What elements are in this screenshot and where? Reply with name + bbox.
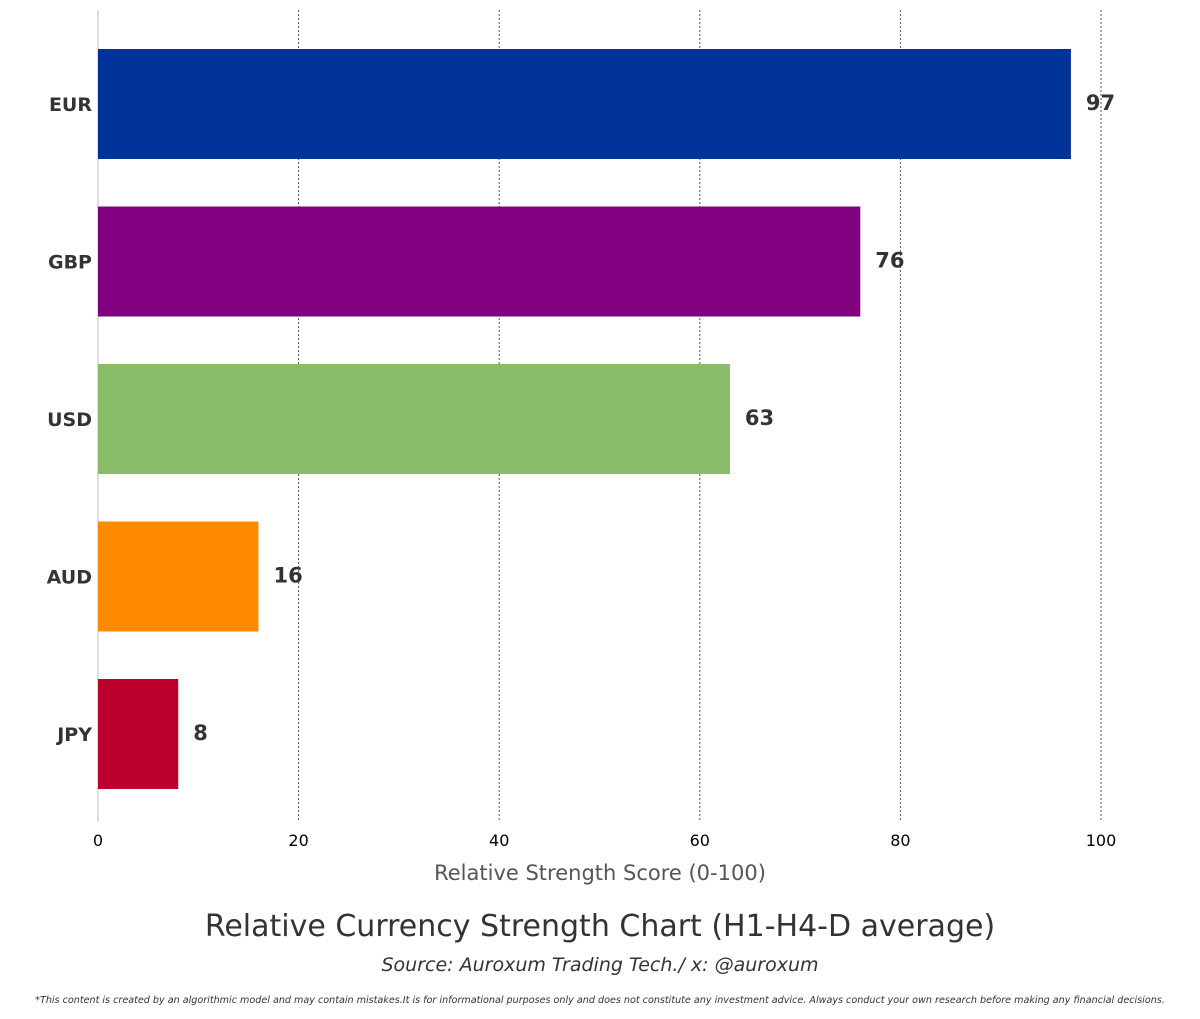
x-tick-label-80: 80: [890, 831, 910, 850]
x-tick-label-60: 60: [690, 831, 710, 850]
bar-usd: [98, 364, 730, 474]
value-label-jpy: 8: [193, 721, 208, 745]
category-label-eur: EUR: [49, 94, 92, 116]
x-tick-labels: 0 20 40 60 80 100: [93, 831, 1116, 850]
x-tick-label-40: 40: [489, 831, 509, 850]
chart-title: Relative Currency Strength Chart (H1-H4-…: [204, 909, 996, 944]
category-label-aud: AUD: [47, 567, 92, 589]
bars: [98, 49, 1071, 789]
bar-eur: [98, 49, 1071, 159]
bar-aud: [98, 521, 259, 632]
bar-gbp: [98, 206, 861, 317]
x-tick-label-100: 100: [1086, 831, 1117, 850]
value-label-aud: 16: [273, 564, 302, 588]
category-label-gbp: GBP: [48, 252, 92, 274]
x-tick-label-0: 0: [93, 831, 103, 850]
value-labels: 97 76 63 16 8: [193, 91, 1115, 745]
disclaimer-text: *This content is created by an algorithm…: [35, 995, 1165, 1006]
category-label-usd: USD: [47, 409, 92, 431]
bar-jpy: [98, 679, 179, 789]
chart-subtitle: Source: Auroxum Trading Tech./ x: @aurox…: [381, 954, 819, 976]
value-label-usd: 63: [745, 406, 774, 430]
value-label-gbp: 76: [875, 249, 904, 273]
value-label-eur: 97: [1086, 91, 1115, 115]
x-tick-label-20: 20: [288, 831, 308, 850]
x-axis-label: Relative Strength Score (0-100): [434, 861, 766, 885]
category-label-jpy: JPY: [55, 724, 92, 746]
category-labels: EUR GBP USD AUD JPY: [47, 94, 93, 746]
